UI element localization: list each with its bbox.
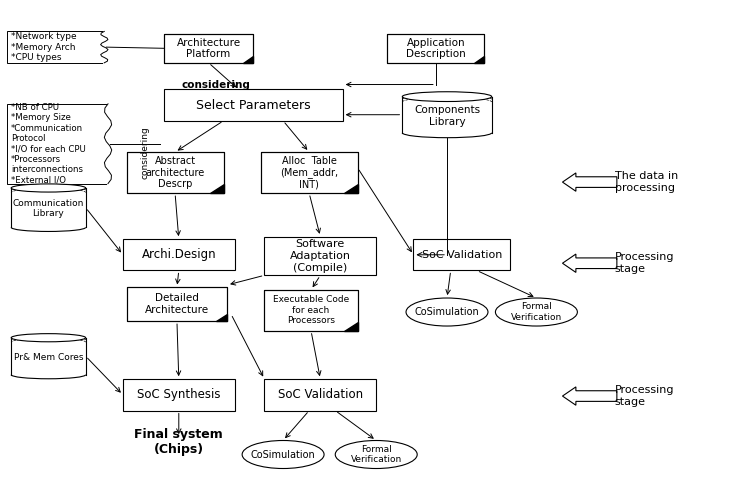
Polygon shape [209,184,224,193]
Bar [127,287,227,321]
Bar [123,379,235,411]
Text: Components
Library: Components Library [414,105,480,127]
Text: CoSimulation: CoSimulation [415,307,479,317]
Text: SoC Validation: SoC Validation [422,250,502,260]
Text: Executable Code
for each
Processors: Executable Code for each Processors [273,296,349,325]
Text: Formal
Verification: Formal Verification [351,445,402,464]
Text: Select Parameters: Select Parameters [196,99,311,112]
Text: Formal
Verification: Formal Verification [511,302,562,322]
Bar [127,152,224,193]
Text: Abstract
architecture
Descrp: Abstract architecture Descrp [145,156,205,189]
Ellipse shape [406,298,488,326]
Bar [164,34,253,63]
Text: considering: considering [182,80,250,89]
Ellipse shape [242,440,324,469]
Bar [264,290,358,331]
Polygon shape [562,254,617,272]
Bar [413,239,510,270]
Polygon shape [475,57,484,63]
Bar [264,379,376,411]
Text: Detailed
Architecture: Detailed Architecture [145,294,209,315]
Text: *NB of CPU
*Memory Size
*Communication
Protocol
*I/O for each CPU
*Processors
in: *NB of CPU *Memory Size *Communication P… [11,103,86,185]
Ellipse shape [11,184,86,192]
Text: SoC Synthesis: SoC Synthesis [137,388,221,401]
Polygon shape [244,57,253,63]
Bar [123,239,235,270]
Bar [261,152,358,193]
Bar [7,104,108,184]
Bar [261,152,358,193]
Text: Pr& Mem Cores: Pr& Mem Cores [13,353,83,362]
Bar [387,34,484,63]
Text: Application
Description: Application Description [406,38,466,59]
Polygon shape [343,322,358,331]
Text: Alloc  Table
(Mem_addr,
INT): Alloc Table (Mem_addr, INT) [280,156,338,190]
Bar [127,287,227,321]
Text: Communication
Library: Communication Library [13,199,84,218]
Ellipse shape [402,92,492,101]
Ellipse shape [335,440,417,469]
Text: Architecture
Platform: Architecture Platform [177,38,241,59]
Polygon shape [209,184,224,193]
Polygon shape [562,173,617,191]
Text: Software
Adaptation
(Compile): Software Adaptation (Compile) [290,240,351,272]
Polygon shape [562,387,617,405]
Polygon shape [343,184,358,193]
Polygon shape [216,314,227,321]
Ellipse shape [495,298,577,326]
Ellipse shape [11,334,86,342]
Text: Archi.Design: Archi.Design [142,248,216,261]
Bar [7,31,104,63]
Text: SoC Validation: SoC Validation [278,388,363,401]
Bar [164,89,343,121]
Text: CoSimulation: CoSimulation [251,450,315,459]
Polygon shape [343,322,358,331]
Text: Processing
stage: Processing stage [615,253,674,274]
Polygon shape [475,57,484,63]
Polygon shape [216,314,227,321]
Bar [387,34,484,63]
Text: Processing
stage: Processing stage [615,385,674,407]
Polygon shape [343,184,358,193]
Bar [264,237,376,275]
Polygon shape [244,57,253,63]
Bar [264,290,358,331]
Text: *Network type
*Memory Arch
*CPU types: *Network type *Memory Arch *CPU types [11,32,77,62]
Bar [164,34,253,63]
Bar [127,152,224,193]
Text: considering: considering [141,126,150,179]
Text: Final system
(Chips): Final system (Chips) [134,428,224,456]
Text: The data in
processing: The data in processing [615,171,678,193]
